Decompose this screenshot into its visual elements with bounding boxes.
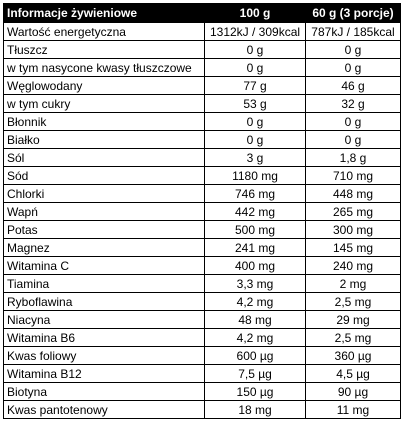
value-cell: 360 µg [305, 346, 401, 365]
value-cell: 787kJ / 185kcal [305, 22, 401, 41]
value-cell: 3 g [204, 148, 306, 167]
nutrient-cell: Ryboflawina [3, 292, 205, 311]
value-cell: 0 g [305, 40, 401, 59]
nutrient-cell: Biotyna [3, 382, 205, 401]
header-cell: 60 g (3 porcje) [305, 3, 401, 23]
value-cell: 0 g [204, 112, 306, 131]
value-cell: 4,2 mg [204, 292, 306, 311]
table-header: Informacje żywieniowe 100 g 60 g (3 porcje… [3, 3, 401, 23]
value-cell: 240 mg [305, 256, 401, 275]
nutrient-cell: Błonnik [3, 112, 205, 131]
nutrient-cell: Wapń [3, 202, 205, 221]
value-cell: 442 mg [204, 202, 306, 221]
value-cell: 4,2 mg [204, 328, 306, 347]
table-row: Sól 3 g 1,8 g [3, 148, 401, 167]
table-row: Witamina B12 7,5 µg 4,5 µg [3, 364, 401, 383]
table-row: Kwas pantotenowy 18 mg 11 mg [3, 400, 401, 419]
value-cell: 53 g [204, 94, 306, 113]
value-cell: 4,5 µg [305, 364, 401, 383]
value-cell: 300 mg [305, 220, 401, 239]
value-cell: 0 g [204, 40, 306, 59]
nutrient-cell: Tiamina [3, 274, 205, 293]
nutrition-table: Informacje żywieniowe 100 g 60 g (3 porcje… [3, 3, 401, 419]
nutrient-cell: Tłuszcz [3, 40, 205, 59]
table-row: Niacyna 48 mg 29 mg [3, 310, 401, 329]
table-row: Biotyna 150 µg 90 µg [3, 382, 401, 401]
value-cell: 11 mg [305, 400, 401, 419]
value-cell: 0 g [305, 130, 401, 149]
table-row: Sód 1180 mg 710 mg [3, 166, 401, 185]
value-cell: 500 mg [204, 220, 306, 239]
value-cell: 90 µg [305, 382, 401, 401]
table-row: Wartość energetyczna 1312kJ / 309kcal 787k… [3, 22, 401, 41]
nutrient-cell: Sól [3, 148, 205, 167]
value-cell: 1,8 g [305, 148, 401, 167]
value-cell: 48 mg [204, 310, 306, 329]
value-cell: 0 g [204, 130, 306, 149]
table-row: Węglowodany 77 g 46 g [3, 76, 401, 95]
value-cell: 46 g [305, 76, 401, 95]
value-cell: 145 mg [305, 238, 401, 257]
table-row: Witamina C 400 mg 240 mg [3, 256, 401, 275]
value-cell: 32 g [305, 94, 401, 113]
value-cell: 600 µg [204, 346, 306, 365]
nutrient-cell: Witamina B12 [3, 364, 205, 383]
value-cell: 3,3 mg [204, 274, 306, 293]
value-cell: 265 mg [305, 202, 401, 221]
nutrient-cell: Potas [3, 220, 205, 239]
table-row: Ryboflawina 4,2 mg 2,5 mg [3, 292, 401, 311]
value-cell: 0 g [204, 58, 306, 77]
nutrient-cell: Witamina B6 [3, 328, 205, 347]
nutrient-cell: w tym nasycone kwasy tłuszczowe [3, 58, 205, 77]
value-cell: 29 mg [305, 310, 401, 329]
nutrient-cell: Sód [3, 166, 205, 185]
value-cell: 1312kJ / 309kcal [204, 22, 306, 41]
header-row: Informacje żywieniowe 100 g 60 g (3 porcje… [3, 3, 401, 23]
value-cell: 1180 mg [204, 166, 306, 185]
value-cell: 448 mg [305, 184, 401, 203]
value-cell: 2,5 mg [305, 328, 401, 347]
value-cell: 7,5 µg [204, 364, 306, 383]
table-row: Potas 500 mg 300 mg [3, 220, 401, 239]
table-row: Tiamina 3,3 mg 2 mg [3, 274, 401, 293]
nutrient-cell: w tym cukry [3, 94, 205, 113]
value-cell: 241 mg [204, 238, 306, 257]
value-cell: 0 g [305, 112, 401, 131]
table-row: Witamina B6 4,2 mg 2,5 mg [3, 328, 401, 347]
nutrient-cell: Białko [3, 130, 205, 149]
value-cell: 0 g [305, 58, 401, 77]
nutrient-cell: Niacyna [3, 310, 205, 329]
value-cell: 150 µg [204, 382, 306, 401]
value-cell: 710 mg [305, 166, 401, 185]
table-body: Wartość energetyczna 1312kJ / 309kcal 787k… [3, 22, 401, 419]
value-cell: 18 mg [204, 400, 306, 419]
table-row: Wapń 442 mg 265 mg [3, 202, 401, 221]
nutrient-cell: Chlorki [3, 184, 205, 203]
value-cell: 77 g [204, 76, 306, 95]
nutrient-cell: Wartość energetyczna [3, 22, 205, 41]
table-row: Magnez 241 mg 145 mg [3, 238, 401, 257]
header-cell: 100 g [204, 3, 306, 23]
table-row: w tym cukry 53 g 32 g [3, 94, 401, 113]
nutrient-cell: Witamina C [3, 256, 205, 275]
value-cell: 2 mg [305, 274, 401, 293]
value-cell: 400 mg [204, 256, 306, 275]
header-cell: Informacje żywieniowe [3, 3, 205, 23]
nutrient-cell: Węglowodany [3, 76, 205, 95]
table-row: Kwas foliowy 600 µg 360 µg [3, 346, 401, 365]
nutrient-cell: Kwas foliowy [3, 346, 205, 365]
nutrient-cell: Kwas pantotenowy [3, 400, 205, 419]
value-cell: 746 mg [204, 184, 306, 203]
nutrient-cell: Magnez [3, 238, 205, 257]
table-row: Chlorki 746 mg 448 mg [3, 184, 401, 203]
value-cell: 2,5 mg [305, 292, 401, 311]
